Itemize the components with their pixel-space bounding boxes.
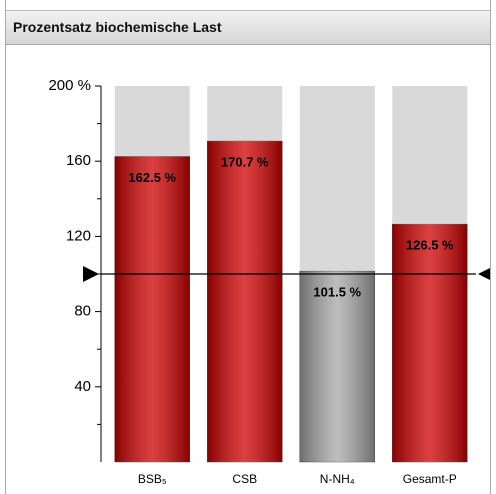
bar-shine: [207, 141, 283, 463]
y-tick-label: 40: [74, 378, 91, 395]
y-tick-label: 160: [66, 152, 91, 169]
y-tick-label: 200 %: [48, 77, 91, 94]
x-tick-label: BSB₅: [138, 472, 167, 486]
x-tick-label: CSB: [232, 472, 257, 486]
value-label: 126.5 %: [406, 238, 454, 253]
x-tick-label: N-NH₄: [320, 472, 355, 486]
reference-marker-right: [478, 268, 490, 280]
panel: Prozentsatz biochemische Last 200 % 160 12…: [5, 0, 491, 494]
y-tick-label: 80: [74, 303, 91, 320]
y-tick-label: 120: [66, 227, 91, 244]
chart: 200 % 160 120 80 40 162.5 % BSB₅ 170.7 % CSB 101.…: [48, 77, 490, 486]
bar-shine: [114, 156, 190, 462]
value-label: 101.5 %: [313, 285, 361, 300]
value-label: 170.7 %: [221, 155, 269, 170]
bar-shine: [299, 271, 375, 462]
value-label: 162.5 %: [128, 170, 176, 185]
x-tick-label: Gesamt-P: [403, 472, 457, 486]
reference-marker-left: [83, 266, 99, 282]
panel-header: Prozentsatz biochemische Last: [6, 10, 490, 45]
bar-shine: [392, 224, 468, 462]
